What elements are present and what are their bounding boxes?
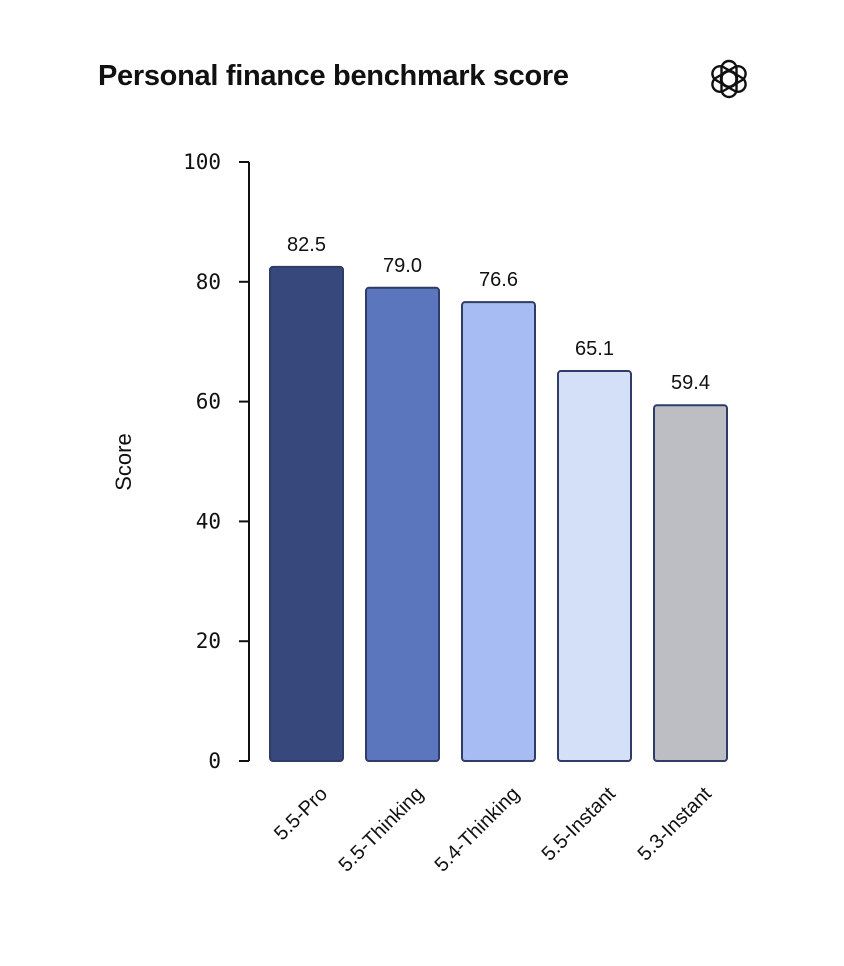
x-tick-label: 5.5-Thinking — [335, 783, 428, 876]
y-tick-label: 20 — [196, 629, 221, 653]
bar-5-5-instant — [557, 370, 632, 762]
x-tick-label: 5.5-Pro — [270, 783, 332, 845]
y-tick-label: 80 — [196, 270, 221, 294]
x-tick-label: 5.5-Instant — [538, 783, 621, 866]
y-tick-label: 100 — [183, 150, 221, 174]
bar-value-label: 82.5 — [287, 234, 326, 256]
x-tick-label: 5.3-Instant — [634, 783, 717, 866]
y-tick-label: 40 — [196, 509, 221, 533]
category-labels: 5.5-Pro 5.5-Thinking 5.4-Thinking 5.5-Insta… — [270, 783, 716, 877]
chart-title: Personal finance benchmark score — [98, 60, 569, 92]
openai-logo-icon — [711, 59, 747, 99]
bar-value-label: 59.4 — [671, 372, 710, 394]
x-tick-label: 5.4-Thinking — [431, 783, 524, 876]
bar-value-label: 76.6 — [479, 269, 518, 291]
bar-value-label: 65.1 — [575, 338, 614, 360]
value-labels: 82.5 79.0 76.6 65.1 59.4 — [287, 234, 710, 394]
bar-value-label: 79.0 — [383, 255, 422, 277]
bar-5-5-pro — [269, 265, 344, 762]
bar-5-3-instant — [653, 404, 728, 762]
bar-5-5-thinking — [365, 286, 440, 762]
y-tick-label: 0 — [208, 749, 221, 773]
y-axis-label: Score — [111, 433, 136, 490]
bars — [269, 265, 728, 762]
bar-5-4-thinking — [461, 301, 536, 762]
y-tick-label: 60 — [196, 390, 221, 414]
y-axis: 0 20 40 60 80 100 — [183, 150, 250, 773]
